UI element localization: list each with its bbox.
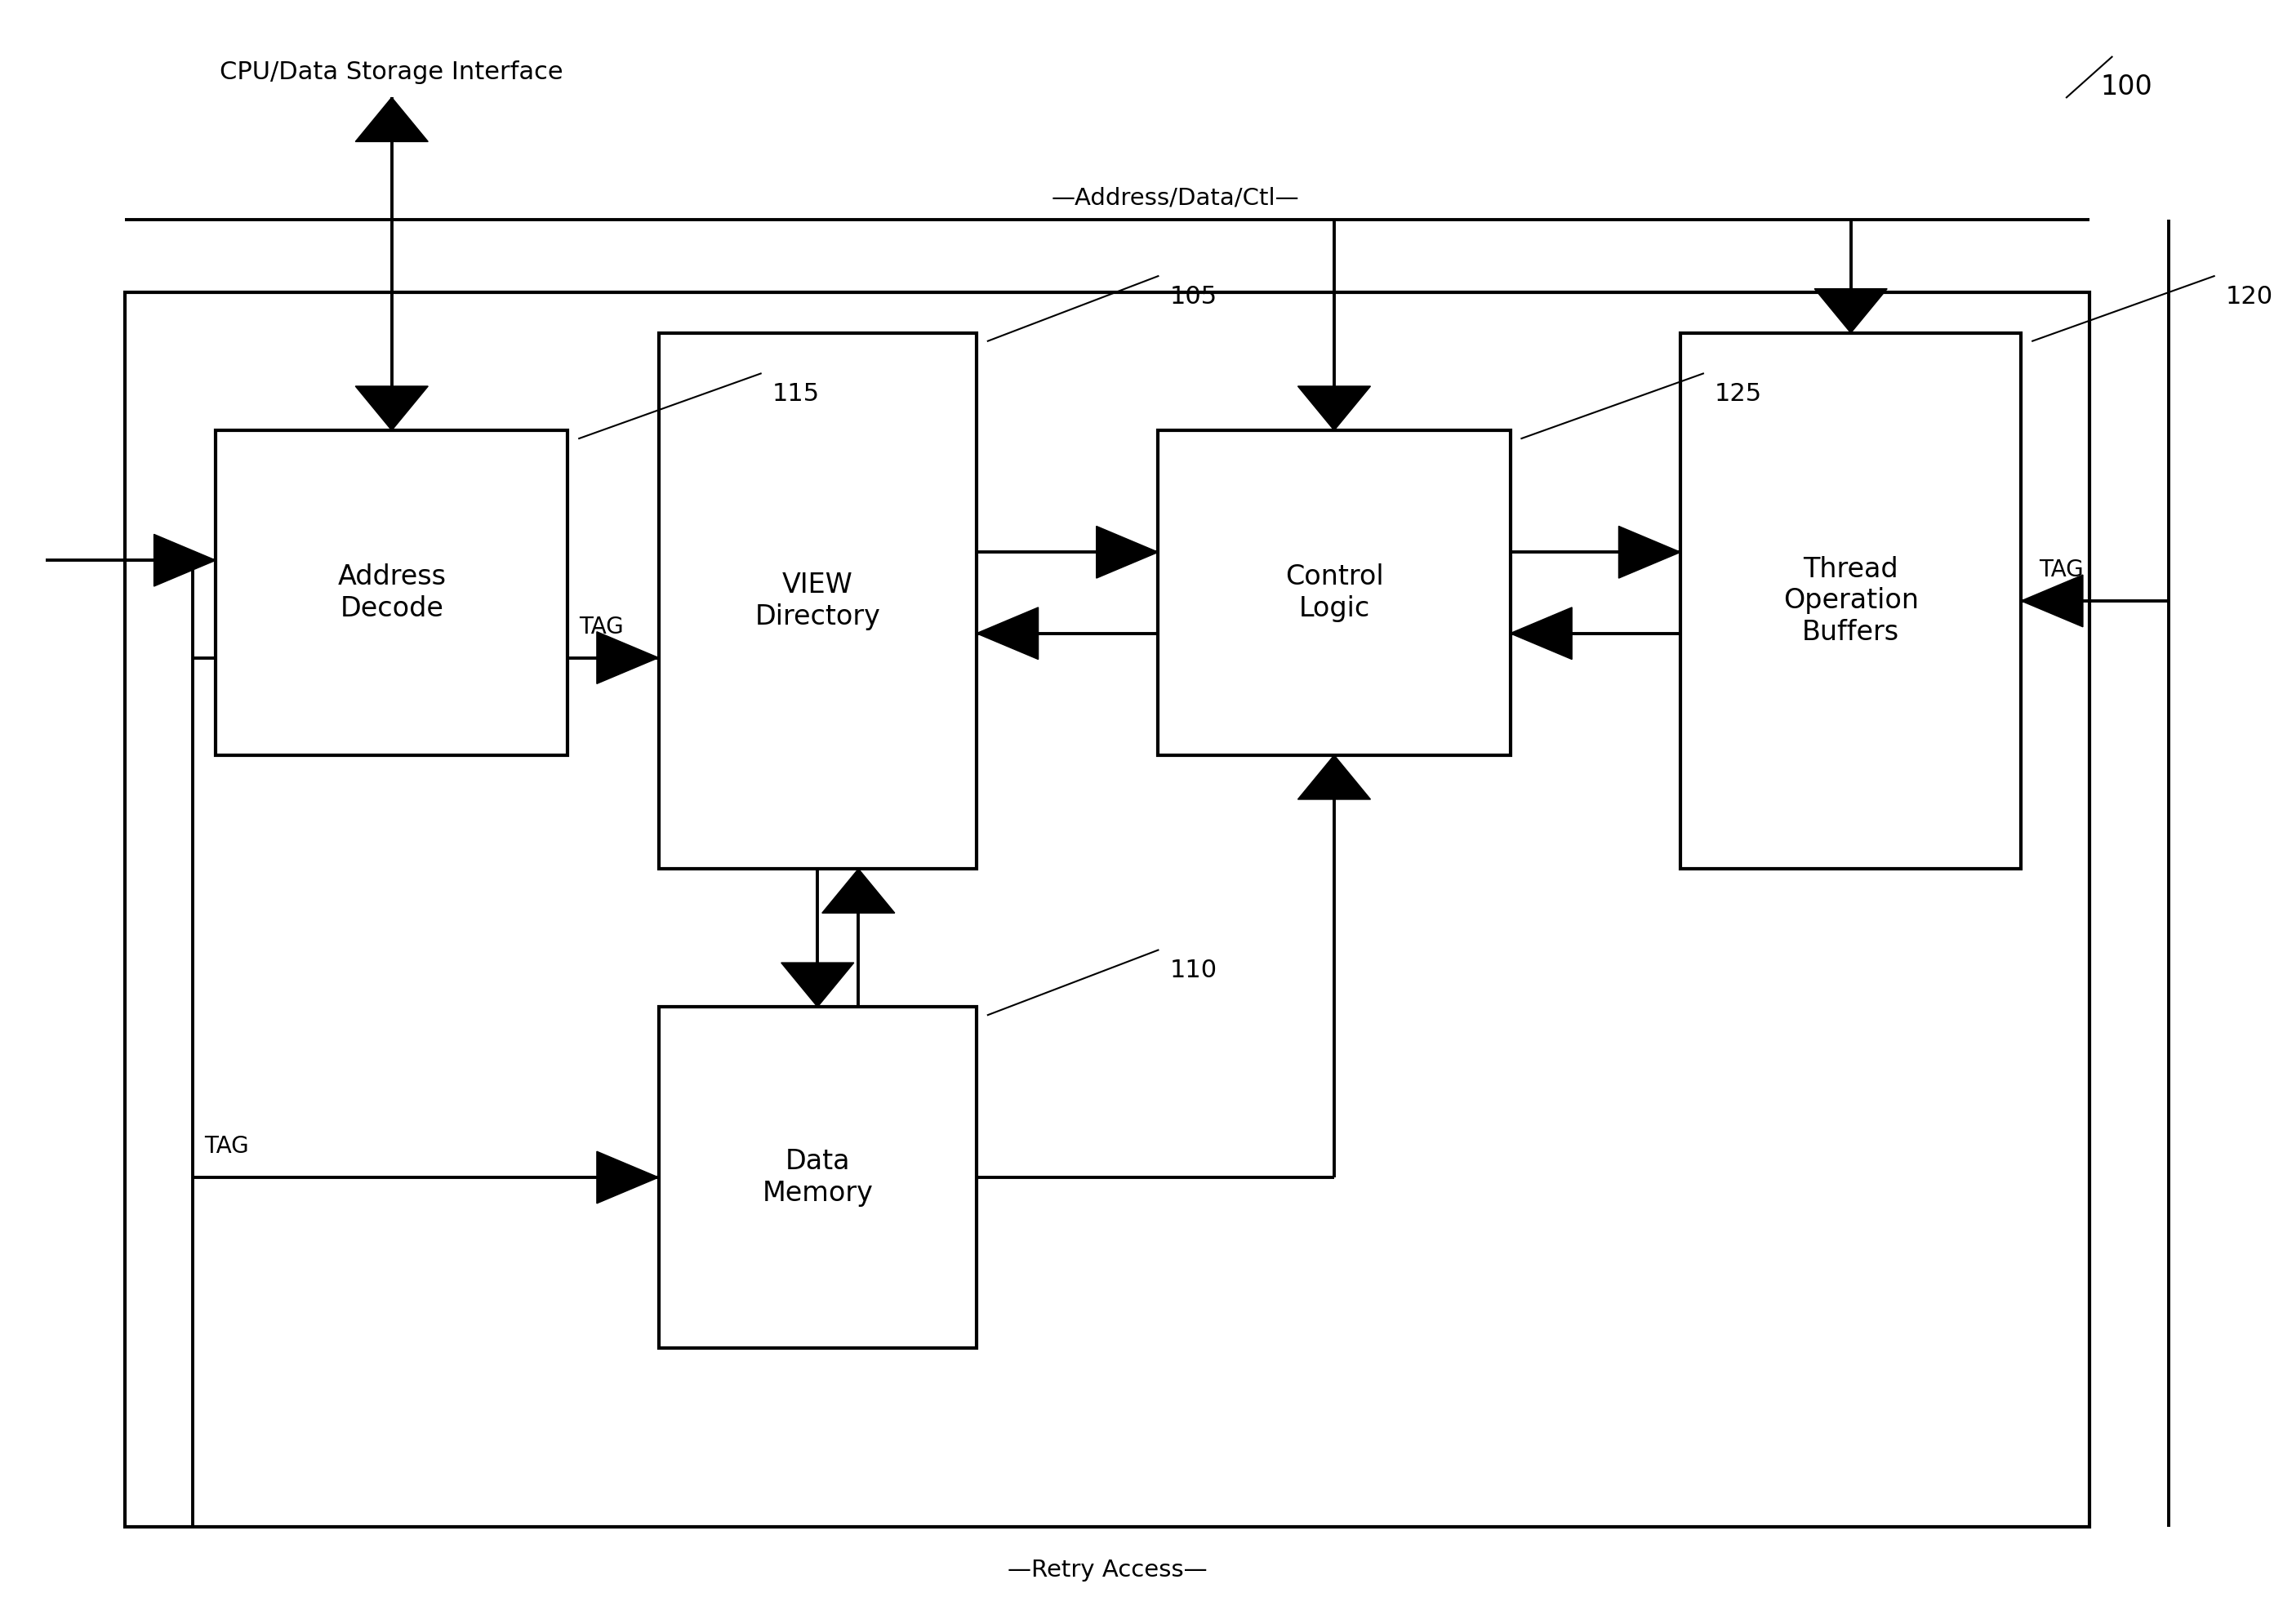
- Text: Address
Decode: Address Decode: [338, 564, 445, 622]
- Text: Data
Memory: Data Memory: [763, 1148, 872, 1207]
- Text: 115: 115: [772, 382, 820, 406]
- Polygon shape: [596, 1151, 658, 1203]
- FancyBboxPatch shape: [215, 430, 568, 755]
- Polygon shape: [781, 963, 854, 1007]
- Text: TAG: TAG: [205, 1135, 249, 1158]
- Polygon shape: [1297, 755, 1370, 799]
- Text: 105: 105: [1169, 284, 1217, 309]
- Polygon shape: [1297, 387, 1370, 430]
- Text: 110: 110: [1169, 958, 1217, 983]
- Polygon shape: [2020, 575, 2082, 627]
- Text: Control
Logic: Control Logic: [1285, 564, 1383, 622]
- Text: TAG: TAG: [2039, 559, 2084, 581]
- Text: —Address/Data/Ctl—: —Address/Data/Ctl—: [1050, 187, 1299, 209]
- Text: —Retry Access—: —Retry Access—: [1007, 1559, 1208, 1582]
- Polygon shape: [356, 387, 429, 430]
- FancyBboxPatch shape: [1680, 333, 2020, 869]
- FancyBboxPatch shape: [1157, 430, 1509, 755]
- FancyBboxPatch shape: [658, 333, 977, 869]
- Text: 125: 125: [1715, 382, 1762, 406]
- Text: 100: 100: [2100, 73, 2153, 101]
- Polygon shape: [1815, 289, 1888, 333]
- Polygon shape: [1096, 526, 1157, 578]
- Text: 120: 120: [2226, 284, 2274, 309]
- Polygon shape: [153, 534, 215, 586]
- Polygon shape: [822, 869, 895, 913]
- Text: CPU/Data Storage Interface: CPU/Data Storage Interface: [219, 60, 564, 84]
- Text: TAG: TAG: [580, 615, 623, 638]
- Polygon shape: [977, 607, 1039, 659]
- Polygon shape: [1619, 526, 1680, 578]
- Polygon shape: [1509, 607, 1573, 659]
- FancyBboxPatch shape: [658, 1007, 977, 1348]
- Polygon shape: [356, 97, 429, 141]
- Polygon shape: [596, 632, 658, 684]
- Text: Thread
Operation
Buffers: Thread Operation Buffers: [1783, 555, 1918, 646]
- Text: VIEW
Directory: VIEW Directory: [756, 572, 881, 630]
